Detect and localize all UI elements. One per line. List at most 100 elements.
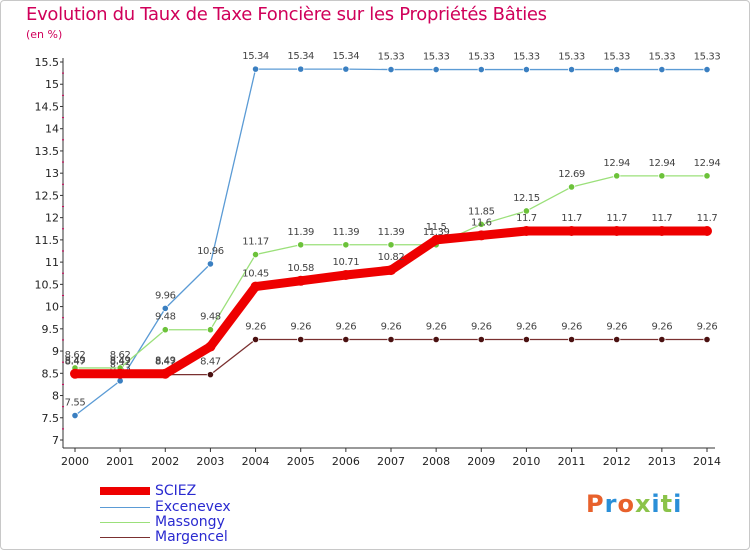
data-label: 8.62 — [65, 350, 86, 361]
y-tick-label: 14.5 — [35, 100, 60, 113]
data-point — [386, 265, 396, 276]
legend-label: Margencel — [155, 529, 228, 545]
data-point — [71, 411, 79, 420]
data-label: 9.26 — [516, 321, 537, 332]
data-label: 11.39 — [333, 227, 360, 238]
data-point — [703, 335, 711, 344]
legend-item-massongy: Massongy — [100, 514, 300, 530]
data-point — [251, 250, 260, 259]
data-label: 7.55 — [65, 398, 86, 409]
data-label: 12.94 — [694, 158, 721, 169]
data-point — [566, 225, 577, 236]
data-point — [297, 65, 305, 73]
x-tick-label: 2013 — [648, 455, 676, 468]
data-label: 11.7 — [606, 213, 627, 224]
data-point — [387, 335, 395, 344]
data-point — [656, 225, 667, 236]
data-label: 9.26 — [561, 321, 582, 332]
data-label: 8.47 — [110, 357, 131, 368]
legend-item-margencel: Margencel — [100, 529, 300, 545]
data-point — [342, 65, 350, 73]
data-label: 8.49 — [65, 356, 86, 367]
legend-swatch — [100, 522, 150, 523]
x-tick-label: 2006 — [332, 455, 360, 468]
data-point — [387, 65, 395, 74]
data-point — [297, 335, 305, 344]
data-label: 11.17 — [242, 237, 269, 248]
y-tick-label: 7.5 — [42, 412, 60, 425]
x-tick-label: 2012 — [603, 455, 631, 468]
x-tick-label: 2008 — [422, 455, 450, 468]
logo-letter: i — [673, 490, 683, 518]
data-label: 15.34 — [287, 51, 314, 62]
data-label: 11.5 — [426, 222, 447, 233]
data-label: 11.6 — [471, 217, 492, 228]
legend-label: Massongy — [155, 514, 225, 530]
data-label: 9.26 — [245, 321, 266, 332]
data-point — [70, 368, 80, 379]
data-label: 11.7 — [697, 213, 718, 224]
y-tick-label: 14 — [45, 123, 59, 136]
data-label: 10.82 — [378, 252, 405, 263]
data-label: 9.26 — [336, 321, 357, 332]
data-point — [522, 335, 531, 344]
x-tick-label: 2014 — [693, 455, 721, 468]
data-label: 15.33 — [378, 52, 405, 63]
x-tick-label: 2011 — [558, 455, 586, 468]
data-label: 9.26 — [471, 321, 492, 332]
data-point — [522, 207, 531, 215]
x-tick-label: 2000 — [61, 455, 89, 468]
data-label: 9.26 — [606, 321, 627, 332]
data-point — [431, 234, 442, 245]
data-point — [658, 335, 666, 344]
data-label: 12.15 — [513, 193, 540, 204]
legend-item-sciez: SCIEZ — [100, 483, 300, 499]
data-label: 8.49 — [110, 356, 131, 367]
logo-letter: r — [604, 490, 618, 518]
data-point — [702, 225, 712, 236]
data-label: 15.33 — [603, 52, 630, 63]
legend-swatch — [100, 507, 150, 508]
data-point — [251, 65, 260, 73]
y-tick-label: 9 — [52, 345, 59, 358]
data-label: 11.39 — [378, 227, 405, 238]
legend-label: Excenevex — [155, 499, 231, 515]
y-tick-label: 12.5 — [35, 189, 60, 202]
data-label: 9.26 — [426, 321, 447, 332]
x-tick-label: 2005 — [287, 455, 315, 468]
data-point — [250, 281, 261, 292]
data-point — [658, 172, 666, 180]
x-tick-label: 2003 — [196, 455, 224, 468]
data-point — [161, 326, 169, 334]
data-point — [297, 241, 305, 249]
data-point — [613, 335, 621, 344]
data-label: 11.39 — [287, 227, 314, 238]
y-tick-label: 9.5 — [42, 323, 60, 336]
logo-letter: t — [660, 490, 674, 518]
data-label: 11.7 — [652, 213, 673, 224]
y-tick-label: 8 — [52, 390, 59, 403]
data-label: 8.62 — [110, 350, 131, 361]
y-tick-label: 10.5 — [35, 278, 60, 291]
data-point — [432, 335, 440, 344]
data-point — [613, 172, 621, 180]
x-tick-label: 2007 — [377, 455, 405, 468]
data-label: 8.47 — [200, 357, 221, 368]
data-point — [477, 220, 485, 228]
data-label: 9.48 — [200, 312, 221, 323]
legend-label: SCIEZ — [155, 483, 197, 499]
data-point — [521, 225, 532, 236]
data-point — [703, 65, 711, 74]
data-point — [342, 335, 350, 344]
data-label: 9.26 — [652, 321, 673, 332]
data-label: 10.45 — [242, 269, 269, 280]
legend-item-excenevex: Excenevex — [100, 499, 300, 515]
data-point — [387, 241, 395, 249]
data-label: 11.85 — [468, 206, 495, 217]
data-point — [476, 230, 487, 241]
data-label: 15.33 — [649, 52, 676, 63]
y-tick-label: 12 — [45, 212, 59, 225]
data-point — [205, 341, 216, 352]
data-label: 15.33 — [423, 52, 450, 63]
